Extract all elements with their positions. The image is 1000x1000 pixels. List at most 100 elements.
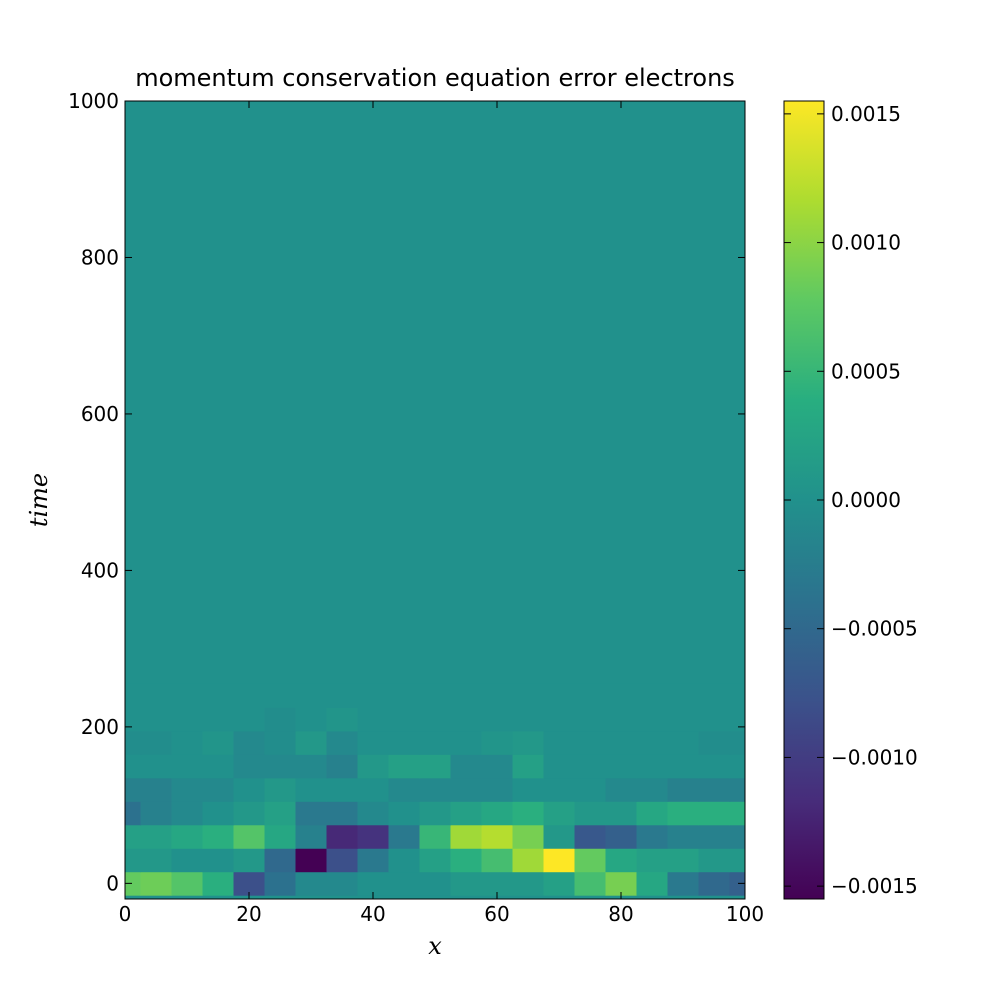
heatmap-cell xyxy=(450,683,483,708)
heatmap-cell xyxy=(326,824,359,849)
heatmap-cell xyxy=(140,730,173,755)
heatmap-cells xyxy=(125,683,745,896)
heatmap-cell xyxy=(667,848,700,873)
y-tick-label: 400 xyxy=(81,558,119,582)
heatmap-cell xyxy=(636,730,669,755)
heatmap-cell xyxy=(326,707,359,732)
heatmap-cell xyxy=(233,707,266,732)
heatmap-cell xyxy=(574,754,607,779)
heatmap-cell xyxy=(543,848,576,873)
heatmap-cell xyxy=(636,707,669,732)
heatmap-cell xyxy=(512,871,545,896)
heatmap-cell xyxy=(295,848,328,873)
heatmap-cell xyxy=(698,801,731,826)
heatmap-cell xyxy=(295,730,328,755)
colorbar-tick-label: 0.0000 xyxy=(831,488,901,512)
heatmap-cell xyxy=(125,848,142,873)
colorbar-tick-label: 0.0005 xyxy=(831,359,901,383)
heatmap-cell xyxy=(481,730,514,755)
heatmap-cell xyxy=(264,777,297,802)
x-tick-label: 40 xyxy=(360,902,385,926)
heatmap-cell xyxy=(295,754,328,779)
heatmap-cell xyxy=(543,754,576,779)
heatmap-cell xyxy=(543,871,576,896)
x-axis-label: x xyxy=(428,932,442,960)
y-tick-label: 0 xyxy=(106,871,119,895)
heatmap-cell xyxy=(419,848,452,873)
heatmap-cell xyxy=(295,871,328,896)
heatmap-cell xyxy=(574,801,607,826)
heatmap-cell xyxy=(125,707,142,732)
heatmap-cell xyxy=(636,754,669,779)
colorbar-tick-label: −0.0015 xyxy=(831,874,918,898)
heatmap-cell xyxy=(574,777,607,802)
heatmap-cell xyxy=(698,707,731,732)
heatmap-cell xyxy=(357,707,390,732)
heatmap-cell xyxy=(295,824,328,849)
heatmap-cell xyxy=(202,683,235,708)
heatmap-cell xyxy=(233,683,266,708)
heatmap-cell xyxy=(667,871,700,896)
heatmap-cell xyxy=(481,707,514,732)
heatmap-cell xyxy=(450,801,483,826)
heatmap-cell xyxy=(729,730,745,755)
heatmap-cell xyxy=(605,683,638,708)
heatmap-cell xyxy=(605,754,638,779)
heatmap-cell xyxy=(698,683,731,708)
heatmap-cell xyxy=(543,683,576,708)
y-tick-label: 200 xyxy=(81,715,119,739)
heatmap-cell xyxy=(357,801,390,826)
heatmap-cell xyxy=(233,801,266,826)
heatmap-cell xyxy=(388,801,421,826)
x-tick-label: 80 xyxy=(608,902,633,926)
heatmap-cell xyxy=(636,848,669,873)
heatmap-cell xyxy=(233,754,266,779)
heatmap-cell xyxy=(264,730,297,755)
x-tick-label: 100 xyxy=(726,902,764,926)
heatmap-cell xyxy=(326,683,359,708)
heatmap-cell xyxy=(729,754,745,779)
heatmap-cell xyxy=(171,777,204,802)
heatmap-cell xyxy=(202,871,235,896)
x-tick-label: 60 xyxy=(484,902,509,926)
heatmap-cell xyxy=(574,848,607,873)
heatmap-cell xyxy=(326,871,359,896)
y-tick-label: 800 xyxy=(81,245,119,269)
heatmap-cell xyxy=(636,777,669,802)
heatmap-cell xyxy=(512,801,545,826)
heatmap-cell xyxy=(512,707,545,732)
heatmap-cell xyxy=(419,777,452,802)
heatmap-cell xyxy=(636,683,669,708)
heatmap-cell xyxy=(698,871,731,896)
heatmap-cell xyxy=(357,683,390,708)
heatmap-cell xyxy=(233,730,266,755)
heatmap-cell xyxy=(140,683,173,708)
heatmap-cell xyxy=(171,848,204,873)
heatmap-cell xyxy=(419,730,452,755)
heatmap-cell xyxy=(171,707,204,732)
heatmap-cell xyxy=(512,848,545,873)
heatmap-cell xyxy=(605,707,638,732)
colorbar-tick-label: −0.0010 xyxy=(831,745,918,769)
heatmap-cell xyxy=(481,824,514,849)
heatmap-cell xyxy=(636,824,669,849)
heatmap-cell xyxy=(140,777,173,802)
heatmap-cell xyxy=(450,754,483,779)
heatmap-cell xyxy=(512,730,545,755)
heatmap-cell xyxy=(388,730,421,755)
heatmap-cell xyxy=(171,730,204,755)
heatmap-cell xyxy=(264,848,297,873)
heatmap-cell xyxy=(264,754,297,779)
heatmap-cell xyxy=(605,871,638,896)
heatmap-cell xyxy=(574,730,607,755)
heatmap-cell xyxy=(481,801,514,826)
heatmap-cell xyxy=(140,824,173,849)
heatmap-cell xyxy=(202,824,235,849)
heatmap-cell xyxy=(233,871,266,896)
heatmap-cell xyxy=(295,683,328,708)
heatmap-cell xyxy=(667,707,700,732)
heatmap-cell xyxy=(388,707,421,732)
y-tick-label: 1000 xyxy=(68,89,119,113)
heatmap-cell xyxy=(388,871,421,896)
heatmap-cell xyxy=(233,848,266,873)
